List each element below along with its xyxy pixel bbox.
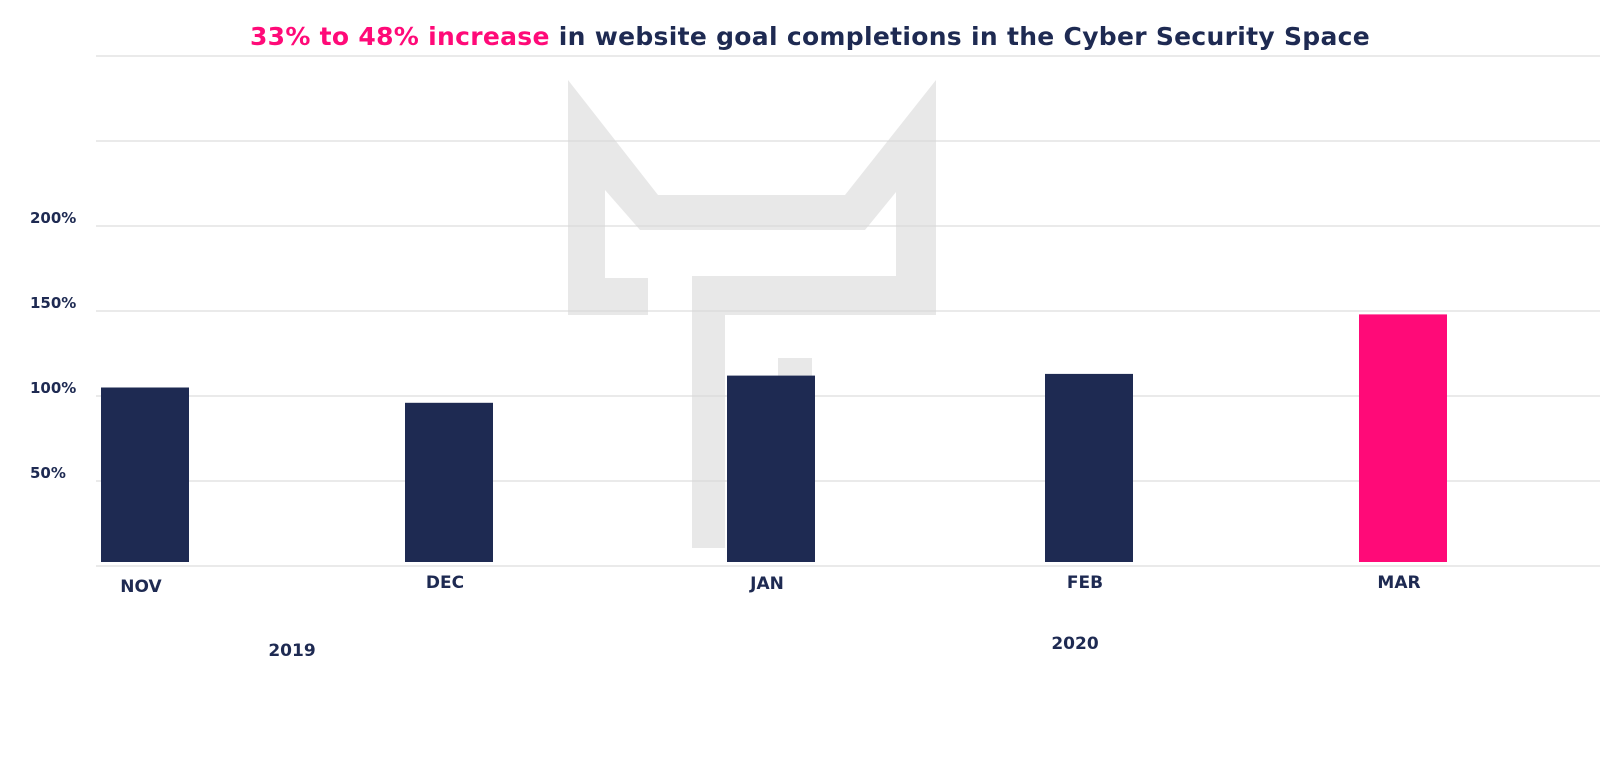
- title-rest: in website goal completions in the Cyber…: [549, 22, 1371, 51]
- year-label-2020: 2020: [1051, 634, 1098, 654]
- watermark-logo: [568, 80, 936, 548]
- bar-nov: [101, 387, 189, 562]
- year-label-2019: 2019: [268, 641, 315, 661]
- bar-feb: [1045, 373, 1133, 562]
- y-tick-label: 100%: [30, 379, 76, 397]
- x-tick-label: FEB: [1067, 573, 1103, 593]
- y-tick-label: 200%: [30, 209, 76, 227]
- y-tick-label: 150%: [30, 294, 76, 312]
- bar-mar: [1359, 314, 1447, 562]
- x-tick-label: NOV: [120, 577, 162, 597]
- bar-jan: [727, 375, 815, 562]
- title-highlight: 33% to 48% increase: [249, 22, 550, 51]
- x-tick-label: DEC: [426, 573, 464, 593]
- chart-title: 33% to 48% increase in website goal comp…: [0, 22, 1600, 51]
- x-tick-label: MAR: [1377, 573, 1420, 593]
- bar-dec: [405, 402, 493, 562]
- y-tick-label: 50%: [30, 464, 66, 482]
- x-tick-label: JAN: [749, 574, 784, 594]
